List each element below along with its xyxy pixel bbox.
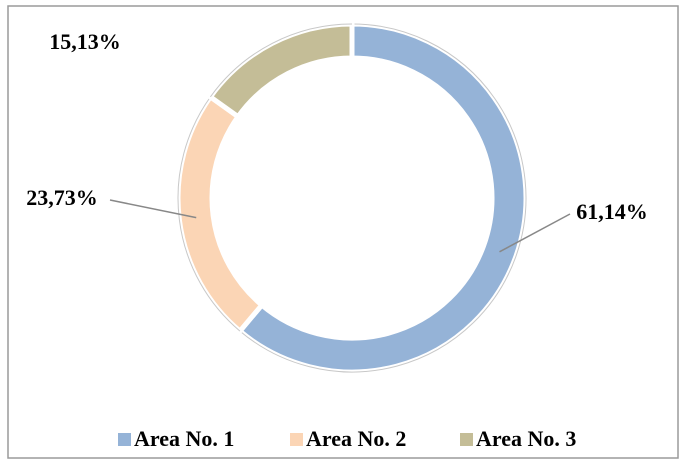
legend-label: Area No. 2 (306, 426, 406, 451)
legend-label: Area No. 1 (134, 426, 234, 451)
slice-outline (239, 23, 527, 373)
legend-swatch (460, 433, 473, 446)
legend-label: Area No. 3 (476, 426, 576, 451)
legend-swatch (290, 433, 303, 446)
legend-swatch (118, 433, 131, 446)
data-label: 61,14% (576, 199, 648, 224)
data-label: 23,73% (26, 185, 98, 210)
data-label: 15,13% (49, 29, 121, 54)
leader-line (499, 213, 571, 253)
slice-outline (209, 23, 353, 98)
chart-frame (7, 5, 679, 459)
slice-outline (177, 96, 241, 332)
leader-line (109, 199, 197, 219)
